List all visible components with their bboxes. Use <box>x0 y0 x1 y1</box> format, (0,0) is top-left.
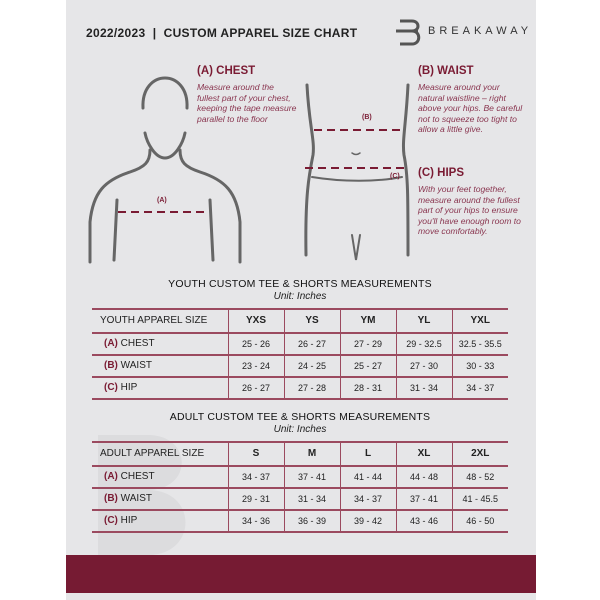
size-header: ADULT APPAREL SIZE <box>92 441 228 467</box>
table-cell: 29 - 31 <box>227 488 284 511</box>
table-cell: 46 - 50 <box>451 510 508 533</box>
table-cell: 25 - 27 <box>339 355 396 378</box>
chest-marker: (A) <box>157 197 167 204</box>
table-row: (C) HIP 26 - 27 27 - 28 28 - 31 31 - 34 34 - … <box>92 377 508 400</box>
table-cell: 31 - 34 <box>395 377 452 400</box>
table-row: (C) HIP 34 - 36 36 - 39 39 - 42 43 - 46 46 - … <box>92 510 508 533</box>
waist-description: Measure around your natural waistline – … <box>418 82 523 134</box>
measurement-label: (A) CHEST <box>92 333 228 356</box>
table-row: (A) CHEST 34 - 37 37 - 41 41 - 44 44 - 48 48 … <box>92 466 508 489</box>
size-label: YXL <box>451 308 508 334</box>
table-cell: 27 - 30 <box>395 355 452 378</box>
table-cell: 44 - 48 <box>395 466 452 489</box>
table-cell: 36 - 39 <box>283 510 340 533</box>
youth-unit: Unit: Inches <box>273 291 327 302</box>
table-cell: 31 - 34 <box>283 488 340 511</box>
table-cell: 32.5 - 35.5 <box>451 333 508 356</box>
youth-size-table: YOUTH APPAREL SIZE YXS YS YM YL YXL (A) CHEST 2… <box>92 308 508 400</box>
table-cell: 26 - 27 <box>283 333 340 356</box>
table-cell: 23 - 24 <box>227 355 284 378</box>
table-cell: 43 - 46 <box>395 510 452 533</box>
table-cell: 37 - 41 <box>283 466 340 489</box>
adult-table-title: ADULT CUSTOM TEE & SHORTS MEASUREMENTS <box>169 411 431 423</box>
waist-marker: (B) <box>362 114 372 121</box>
measurement-name: CHEST <box>120 471 155 482</box>
size-label: YM <box>339 308 396 334</box>
measurement-label: (B) WAIST <box>92 355 228 378</box>
measurement-name: WAIST <box>120 493 152 504</box>
youth-table-title: YOUTH CUSTOM TEE & SHORTS MEASUREMENTS <box>168 278 432 290</box>
size-label: XL <box>395 441 452 467</box>
table-cell: 34 - 36 <box>227 510 284 533</box>
table-cell: 41 - 45.5 <box>451 488 508 511</box>
header-row: ADULT APPAREL SIZE S M L XL 2XL <box>92 441 508 467</box>
page-title: 2022/2023 | CUSTOM APPAREL SIZE CHART <box>86 26 358 40</box>
measurement-name: CHEST <box>120 338 155 349</box>
measurement-code: (C) <box>104 515 118 526</box>
table-cell: 34 - 37 <box>339 488 396 511</box>
size-label: 2XL <box>451 441 508 467</box>
chest-heading: (A) CHEST <box>197 65 256 77</box>
head-outline <box>141 76 189 110</box>
adult-size-table: ADULT APPAREL SIZE S M L XL 2XL (A) CHEST 34 - … <box>92 441 508 533</box>
hips-description: With your feet together, measure around … <box>418 184 521 236</box>
table-cell: 37 - 41 <box>395 488 452 511</box>
chest-description: Measure around the fullest part of your … <box>197 82 297 124</box>
measurement-code: (B) <box>104 493 118 504</box>
table-cell: 34 - 37 <box>451 377 508 400</box>
measurement-code: (A) <box>104 338 118 349</box>
measurement-label: (C) HIP <box>92 510 228 533</box>
body-diagram <box>88 76 410 264</box>
brand-logo-icon <box>396 19 421 46</box>
table-cell: 48 - 52 <box>451 466 508 489</box>
size-label: YL <box>395 308 452 334</box>
measurement-label: (C) HIP <box>92 377 228 400</box>
size-label: YS <box>283 308 340 334</box>
size-label: S <box>227 441 284 467</box>
size-label: L <box>339 441 396 467</box>
measurement-code: (C) <box>104 382 118 393</box>
table-row: (A) CHEST 25 - 26 26 - 27 27 - 29 29 - 32.5 3… <box>92 333 508 356</box>
table-cell: 30 - 33 <box>451 355 508 378</box>
table-cell: 26 - 27 <box>227 377 284 400</box>
measurement-name: HIP <box>120 382 138 393</box>
waist-heading: (B) WAIST <box>418 65 474 77</box>
measurement-code: (B) <box>104 360 118 371</box>
table-cell: 27 - 29 <box>339 333 396 356</box>
table-row: (B) WAIST 23 - 24 24 - 25 25 - 27 27 - 30 30 … <box>92 355 508 378</box>
brand-name: BREAKAWAY <box>428 25 533 37</box>
hips-heading: (C) HIPS <box>418 167 464 179</box>
footer-bar <box>66 555 536 593</box>
adult-unit: Unit: Inches <box>273 424 327 435</box>
measurement-name: HIP <box>120 515 138 526</box>
header-row: YOUTH APPAREL SIZE YXS YS YM YL YXL <box>92 308 508 334</box>
size-label: YXS <box>227 308 284 334</box>
measurement-name: WAIST <box>120 360 152 371</box>
table-cell: 24 - 25 <box>283 355 340 378</box>
table-cell: 27 - 28 <box>283 377 340 400</box>
table-cell: 29 - 32.5 <box>395 333 452 356</box>
measurement-code: (A) <box>104 471 118 482</box>
table-cell: 41 - 44 <box>339 466 396 489</box>
size-header: YOUTH APPAREL SIZE <box>92 308 228 334</box>
table-row: (B) WAIST 29 - 31 31 - 34 34 - 37 37 - 41 41 … <box>92 488 508 511</box>
table-cell: 34 - 37 <box>227 466 284 489</box>
table-cell: 25 - 26 <box>227 333 284 356</box>
measurement-label: (B) WAIST <box>92 488 228 511</box>
measurement-label: (A) CHEST <box>92 466 228 489</box>
table-cell: 39 - 42 <box>339 510 396 533</box>
table-cell: 28 - 31 <box>339 377 396 400</box>
size-label: M <box>283 441 340 467</box>
hips-marker: (C) <box>390 173 400 180</box>
